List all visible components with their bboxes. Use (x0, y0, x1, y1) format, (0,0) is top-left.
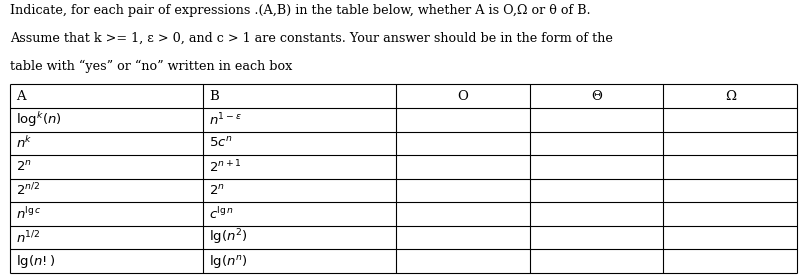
Text: $n^{\mathrm{lg}\,c}$: $n^{\mathrm{lg}\,c}$ (16, 206, 42, 222)
Text: $\mathrm{lg}(n^n)$: $\mathrm{lg}(n^n)$ (209, 253, 248, 270)
Text: $c^{\mathrm{lg}\,n}$: $c^{\mathrm{lg}\,n}$ (209, 206, 234, 222)
Text: B: B (209, 90, 219, 103)
Text: table with “yes” or “no” written in each box: table with “yes” or “no” written in each… (10, 60, 292, 73)
Text: $2^{n+1}$: $2^{n+1}$ (209, 159, 242, 175)
Text: $n^{1-\epsilon}$: $n^{1-\epsilon}$ (209, 112, 242, 128)
Text: O: O (457, 90, 468, 103)
Text: $\mathrm{log}^k(n)$: $\mathrm{log}^k(n)$ (16, 110, 62, 129)
Text: $n^k$: $n^k$ (16, 135, 33, 151)
Text: $\mathrm{lg}(n!)$: $\mathrm{lg}(n!)$ (16, 253, 56, 270)
Text: $2^n$: $2^n$ (209, 183, 225, 198)
Text: A: A (16, 90, 26, 103)
Text: $\mathrm{lg}(n^2)$: $\mathrm{lg}(n^2)$ (209, 228, 248, 247)
Text: $5c^n$: $5c^n$ (209, 136, 232, 150)
Text: $2^n$: $2^n$ (16, 160, 32, 174)
Text: $n^{1/2}$: $n^{1/2}$ (16, 229, 40, 246)
Text: Assume that k >= 1, ε > 0, and c > 1 are constants. Your answer should be in the: Assume that k >= 1, ε > 0, and c > 1 are… (10, 32, 613, 45)
Text: Indicate, for each pair of expressions .(A,B) in the table below, whether A is O: Indicate, for each pair of expressions .… (10, 4, 590, 17)
Text: Θ: Θ (591, 90, 602, 103)
Text: Ω: Ω (725, 90, 736, 103)
Text: $2^{n/2}$: $2^{n/2}$ (16, 182, 40, 199)
